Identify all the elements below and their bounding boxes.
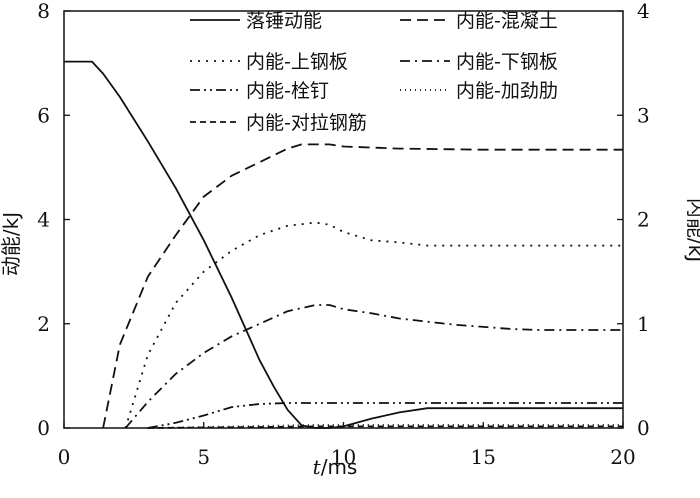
x-tick-label: 0 [58, 445, 71, 469]
y-right-tick-label: 4 [637, 0, 650, 23]
y-right-tick-label: 3 [637, 103, 650, 127]
y-left-tick-label: 6 [37, 103, 50, 127]
y-left-tick-label: 0 [37, 416, 50, 440]
legend-label-7: 内能-对拉钢筋 [246, 112, 367, 134]
x-tick-label: 5 [197, 445, 210, 469]
y-right-tick-label: 1 [637, 312, 650, 336]
y-left-tick-label: 2 [37, 312, 50, 336]
x-axis-label-unit: /ms [321, 455, 358, 479]
x-tick-label: 10 [331, 445, 356, 469]
series-line-1 [64, 60, 623, 429]
y-axis-left-label: 动能/kJ [0, 212, 23, 276]
x-tick-label: 15 [471, 445, 496, 469]
y-axis-right-label: 内能/kJ [684, 198, 700, 262]
legend-label-5: 内能-栓钉 [246, 80, 329, 102]
legend-label-4: 内能-下钢板 [456, 51, 558, 73]
x-tick-label: 20 [610, 445, 635, 469]
series-line-5 [147, 402, 623, 429]
x-axis-label-var: t [313, 455, 322, 479]
y-left-tick-label: 4 [37, 208, 50, 232]
x-axis-label: t/ms [313, 455, 358, 479]
legend-label-6: 内能-加劲肋 [456, 80, 558, 102]
legend-label-3: 内能-上钢板 [246, 51, 348, 73]
legend-label-1: 落锤动能 [246, 10, 322, 32]
y-left-tick-label: 8 [37, 0, 50, 23]
series-line-3 [124, 221, 623, 429]
series-line-4 [124, 304, 623, 429]
plot-frame [63, 10, 624, 429]
y-right-tick-label: 2 [637, 208, 650, 232]
legend-label-2: 内能-混凝土 [456, 10, 558, 32]
series-line-2 [102, 143, 623, 429]
y-right-tick-label: 0 [637, 416, 650, 440]
